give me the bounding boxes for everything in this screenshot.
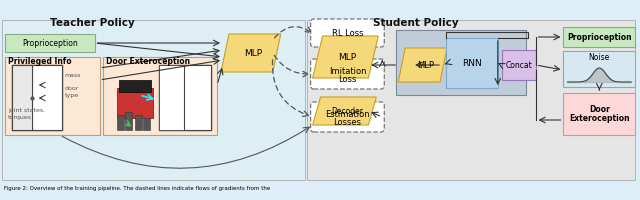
Text: door: door bbox=[65, 86, 79, 91]
Bar bbox=[12, 66, 61, 130]
Bar bbox=[120, 81, 151, 93]
Text: Losses: Losses bbox=[333, 118, 362, 127]
Bar bbox=[184, 66, 211, 130]
Text: Loss: Loss bbox=[339, 75, 356, 84]
Bar bbox=[118, 115, 124, 130]
Text: RL Loss: RL Loss bbox=[332, 29, 363, 38]
FancyBboxPatch shape bbox=[310, 60, 384, 90]
Text: MLP: MLP bbox=[244, 49, 262, 58]
Bar bbox=[125, 112, 132, 130]
Bar bbox=[102, 58, 217, 135]
Bar bbox=[307, 21, 635, 180]
Bar bbox=[563, 94, 635, 135]
Bar bbox=[32, 66, 61, 130]
Text: Figure 2: Overview of the training pipeline. The dashed lines indicate flows of : Figure 2: Overview of the training pipel… bbox=[4, 186, 270, 191]
Bar bbox=[2, 21, 305, 180]
Text: Noise: Noise bbox=[589, 53, 610, 62]
Bar bbox=[446, 39, 498, 89]
Text: Estimation: Estimation bbox=[325, 110, 370, 119]
Bar bbox=[159, 66, 211, 130]
Bar bbox=[502, 51, 536, 81]
Text: type: type bbox=[65, 93, 79, 98]
Polygon shape bbox=[221, 35, 281, 73]
Bar bbox=[563, 28, 635, 48]
Text: Privileged Info: Privileged Info bbox=[8, 56, 72, 65]
Text: Exteroception: Exteroception bbox=[569, 114, 630, 123]
Text: torques: torques bbox=[8, 115, 32, 120]
Bar bbox=[0, 18, 637, 182]
Text: Proprioception: Proprioception bbox=[22, 39, 77, 48]
Polygon shape bbox=[12, 66, 32, 130]
Bar bbox=[118, 89, 154, 118]
Text: Decoder: Decoder bbox=[332, 107, 364, 116]
Text: joint states,: joint states, bbox=[8, 108, 45, 113]
Bar bbox=[159, 66, 184, 130]
Text: Teacher Policy: Teacher Policy bbox=[50, 18, 134, 28]
Text: MLP: MLP bbox=[417, 61, 435, 70]
Text: MLP: MLP bbox=[339, 53, 356, 62]
Polygon shape bbox=[312, 98, 376, 125]
Text: Door: Door bbox=[589, 105, 610, 114]
Bar bbox=[136, 115, 142, 130]
Polygon shape bbox=[312, 37, 378, 79]
FancyBboxPatch shape bbox=[310, 102, 384, 132]
Text: Door Exteroception: Door Exteroception bbox=[106, 56, 189, 65]
Bar bbox=[563, 52, 635, 88]
Polygon shape bbox=[398, 49, 447, 83]
Text: RNN: RNN bbox=[462, 59, 482, 68]
Text: Concat: Concat bbox=[506, 61, 532, 70]
Bar bbox=[396, 31, 525, 96]
Text: Student Policy: Student Policy bbox=[373, 18, 459, 28]
Text: Imitation: Imitation bbox=[329, 67, 366, 76]
Text: mass: mass bbox=[65, 73, 81, 78]
FancyBboxPatch shape bbox=[310, 20, 384, 48]
Bar bbox=[5, 58, 100, 135]
Text: Proprioception: Proprioception bbox=[567, 33, 632, 42]
Bar bbox=[143, 118, 150, 130]
Bar bbox=[5, 35, 95, 53]
